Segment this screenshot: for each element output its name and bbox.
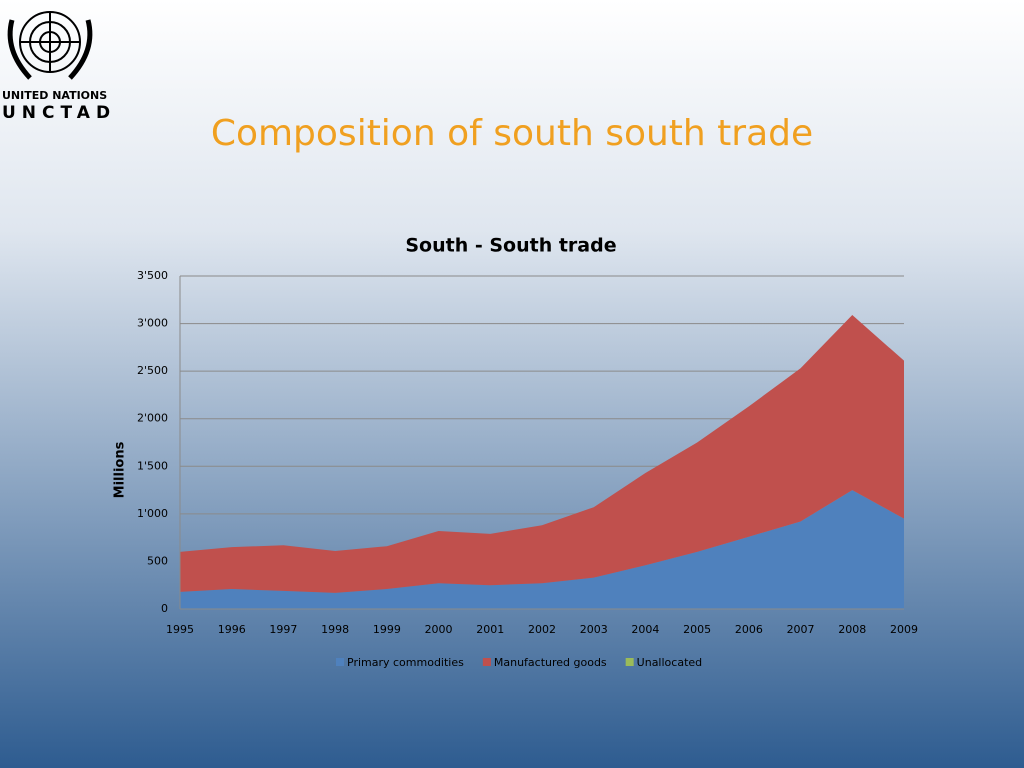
x-tick-label: 2003: [580, 623, 608, 636]
x-tick-label: 2002: [528, 623, 556, 636]
legend-swatch: [482, 658, 491, 666]
y-tick-label: 2'000: [137, 412, 168, 425]
logo-emblem: [7, 11, 93, 80]
legend-swatch: [336, 658, 344, 666]
y-tick-label: 2'500: [137, 364, 168, 377]
x-tick-label: 1998: [321, 623, 349, 636]
x-tick-label: 1999: [373, 623, 401, 636]
x-tick-label: 2001: [476, 623, 504, 636]
legend-label: Primary commodities: [347, 656, 464, 669]
logo-text: UNCTAD: [2, 103, 116, 123]
x-tick-label: 2004: [631, 623, 659, 636]
y-tick-label: 500: [147, 554, 168, 567]
x-tick-label: 1996: [218, 623, 246, 636]
x-tick-label: 2009: [890, 623, 918, 636]
y-tick-label: 1'000: [137, 507, 168, 520]
logo-text: UNITED NATIONS: [2, 89, 107, 102]
legend-swatch: [625, 658, 634, 666]
y-tick-label: 1'500: [137, 459, 168, 472]
y-tick-label: 3'500: [137, 269, 168, 282]
area: [180, 315, 904, 593]
legend-label: Manufactured goods: [494, 656, 607, 669]
area: [180, 490, 904, 609]
x-tick-label: 2006: [735, 623, 763, 636]
x-tick-label: 1995: [166, 623, 194, 636]
x-tick-label: 2007: [787, 623, 815, 636]
x-tick-label: 2000: [425, 623, 453, 636]
chart-title: South - South trade: [405, 235, 616, 257]
y-tick-label: 3'000: [137, 317, 168, 330]
y-tick-label: 0: [161, 602, 168, 615]
y-axis-label: Millions: [113, 441, 128, 498]
x-tick-label: 2008: [838, 623, 866, 636]
legend-label: Unallocated: [637, 656, 702, 669]
x-tick-label: 2005: [683, 623, 711, 636]
x-tick-label: 1997: [269, 623, 297, 636]
slide-title: Composition of south south trade: [211, 113, 813, 154]
